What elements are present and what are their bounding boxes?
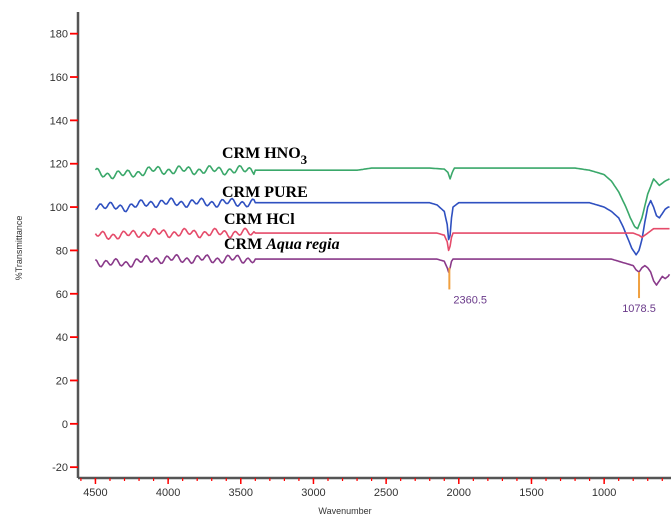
series-line-4 (94, 253, 671, 286)
plot-area (94, 164, 671, 286)
series-label-part: 3 (301, 152, 308, 167)
y-tick-label: -20 (52, 462, 68, 474)
series-label-2: CRM PURE (222, 184, 308, 201)
y-axis-title: %Transmittance (14, 216, 24, 281)
peak-label: 1078.5 (622, 303, 656, 315)
peak-annotations: 2360.5 1078.5 (448, 267, 656, 315)
series-labels: CRM HNO3 CRM PURE CRM HCl CRM Aqua regia (222, 145, 340, 253)
x-tick-label: 1500 (519, 487, 543, 499)
x-tick-label: 2500 (374, 487, 398, 499)
y-tick-label: 120 (50, 159, 68, 171)
series-label-part: CRM (224, 236, 266, 253)
x-tick-label: 2000 (447, 487, 471, 499)
y-tick-label: 140 (50, 115, 68, 127)
series-label-part: CRM HCl (224, 211, 295, 228)
series-label-1: CRM HNO3 (222, 145, 308, 167)
x-tick-label: 1000 (592, 487, 616, 499)
y-tick-label: 0 (62, 419, 68, 431)
y-tick-label: 40 (56, 332, 68, 344)
x-axis-title: Wavenumber (318, 506, 371, 516)
series-line-3 (94, 227, 670, 252)
series-line-2 (94, 197, 670, 256)
x-tick-label: 4500 (83, 487, 107, 499)
series-label-part: CRM HNO (222, 145, 301, 162)
x-tick-label: 3000 (301, 487, 325, 499)
y-tick-label: 160 (50, 72, 68, 84)
series-label-part: CRM PURE (222, 184, 308, 201)
x-tick-label: 4000 (156, 487, 180, 499)
y-tick-label: 180 (50, 29, 68, 41)
y-tick-label: 20 (56, 375, 68, 387)
x-tick-label: 3500 (229, 487, 253, 499)
y-tick-label: 100 (50, 202, 68, 214)
axes: 4500 4000 3500 3000 2500 2000 1500 1000 -20 0 20 40… (50, 12, 671, 499)
series-label-part: Aqua regia (265, 236, 339, 253)
y-tick-label: 60 (56, 289, 68, 301)
series-line-1 (94, 164, 670, 230)
y-tick-label: 80 (56, 245, 68, 257)
peak-label: 2360.5 (453, 294, 487, 306)
series-label-4: CRM Aqua regia (224, 236, 340, 253)
series-label-3: CRM HCl (224, 211, 295, 228)
